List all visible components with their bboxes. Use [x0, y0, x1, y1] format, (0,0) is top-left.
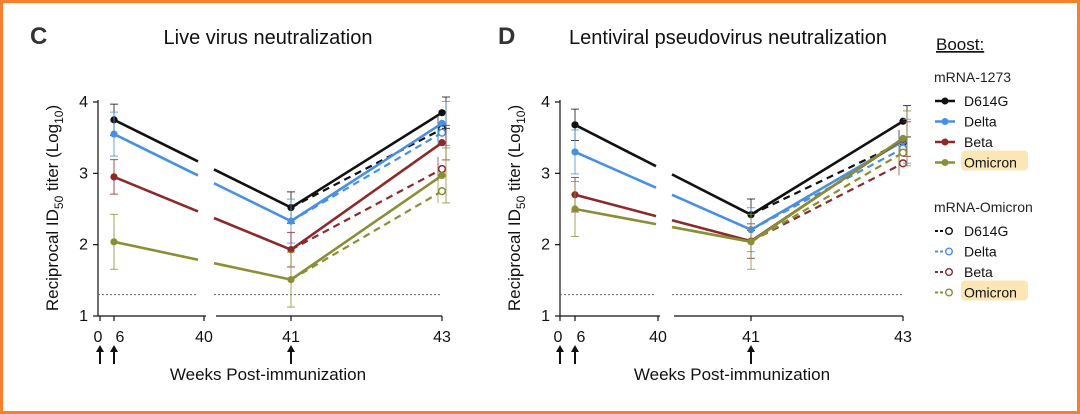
data-point — [110, 173, 118, 181]
data-point — [571, 148, 579, 156]
series-line-omicron — [213, 174, 443, 282]
y-tick-label: 4 — [79, 94, 88, 111]
axis-break — [198, 97, 214, 311]
x-tick-label: 41 — [282, 329, 300, 346]
panel-letter-d: D — [498, 23, 515, 50]
legend-label-d614g: D614G — [964, 223, 1008, 239]
legend-label-d614g: D614G — [964, 93, 1008, 109]
legend-label-omicron: Omicron — [964, 155, 1017, 171]
data-point — [747, 238, 755, 246]
series-line-d614g-omicron-boost — [290, 128, 443, 209]
x-tick-label: 41 — [742, 329, 760, 346]
x-tick-label: 0 — [94, 329, 103, 346]
legend-label-beta: Beta — [964, 264, 993, 280]
legend-swatch-marker — [945, 288, 954, 297]
panel-d-title: Lentiviral pseudovirus neutralization — [569, 27, 887, 49]
x-tick-label: 40 — [195, 329, 213, 346]
legend: mRNA-1273 D614G Delta Beta Omicron mRNA-Omicr… — [934, 69, 1033, 301]
y-tick-label: 4 — [541, 94, 550, 111]
arrow-head — [287, 345, 295, 352]
data-point — [571, 205, 579, 213]
panel-d-xlabel: Weeks Post-immunization — [634, 365, 830, 384]
data-point — [287, 217, 295, 225]
data-point — [287, 246, 295, 254]
x-tick-label: 40 — [649, 329, 667, 346]
legend-swatch-marker — [945, 268, 954, 277]
data-point — [110, 238, 118, 246]
panel-c-title: Live virus neutralization — [164, 27, 373, 49]
x-tick-label: 0 — [554, 329, 563, 346]
legend-highlight — [961, 150, 1028, 171]
data-point — [438, 139, 446, 147]
legend-label-delta: Delta — [964, 114, 997, 130]
panel-letter-c: C — [30, 23, 47, 50]
legend-swatch-marker — [945, 247, 954, 256]
series-line-omicron — [113, 240, 199, 262]
x-tick-label: 43 — [894, 329, 912, 346]
legend-group-title: mRNA-1273 — [934, 69, 1011, 85]
series-line-beta — [574, 193, 657, 218]
legend-group-title: mRNA-Omicron — [934, 199, 1033, 215]
data-point-open — [437, 187, 447, 196]
x-tick-label: 6 — [116, 329, 125, 346]
data-point-open — [898, 148, 908, 157]
data-point — [899, 134, 907, 142]
data-point — [438, 119, 446, 127]
data-point-open — [437, 128, 447, 137]
x-tick-label: 6 — [577, 329, 586, 346]
axis-break — [656, 97, 672, 311]
legend-heading: Boost: — [936, 35, 984, 54]
data-point — [110, 130, 118, 138]
data-point — [287, 276, 295, 284]
series-line-beta-omicron-boost — [290, 168, 443, 251]
legend-label-omicron: Omicron — [964, 285, 1017, 301]
series-line-delta — [113, 132, 199, 177]
arrow-head — [571, 345, 579, 352]
y-tick-label: 1 — [79, 308, 88, 325]
y-tick-label: 3 — [79, 165, 88, 182]
series-line-delta — [574, 150, 657, 189]
y-tick-label: 3 — [541, 165, 550, 182]
legend-highlight — [961, 280, 1028, 301]
series-line-omicron — [574, 207, 657, 226]
legend-swatch-marker — [945, 226, 954, 235]
y-tick-label: 2 — [541, 237, 550, 254]
series-line-d614g-omicron-boost — [750, 140, 904, 216]
legend-swatch-marker — [941, 97, 949, 105]
data-point-open — [437, 164, 447, 174]
series-line-omicron-omicron-boost — [290, 190, 443, 281]
legend-swatch-marker — [941, 159, 949, 166]
legend-swatch-marker — [941, 118, 949, 125]
arrow-head — [747, 345, 755, 352]
series-line-d614g — [213, 111, 443, 210]
series-line-d614g — [574, 123, 657, 168]
arrow-head — [110, 345, 118, 352]
series-line-beta — [113, 175, 199, 213]
panel-c-ylabel: Reciprocal ID50 titer (Log10) — [43, 105, 66, 311]
x-tick-label: 43 — [433, 329, 451, 346]
series-line-delta — [213, 122, 443, 223]
series-line-d614g — [113, 118, 199, 163]
legend-label-delta: Delta — [964, 244, 997, 260]
data-point — [438, 109, 446, 117]
arrow-head — [556, 345, 564, 352]
panel-c-xlabel: Weeks Post-immunization — [170, 365, 366, 384]
legend-swatch-marker — [941, 138, 949, 146]
panel-d-ylabel: Reciprocal ID50 titer (Log10) — [505, 105, 528, 311]
data-point — [438, 171, 446, 180]
legend-label-beta: Beta — [964, 134, 993, 150]
data-point — [899, 117, 907, 125]
y-tick-label: 2 — [79, 237, 88, 254]
y-tick-label: 1 — [541, 308, 550, 325]
series-line-omicron — [671, 137, 904, 244]
series-line-omicron-omicron-boost — [750, 151, 904, 243]
series-line-beta — [671, 138, 904, 243]
data-point — [571, 121, 579, 129]
arrow-head — [96, 345, 104, 352]
